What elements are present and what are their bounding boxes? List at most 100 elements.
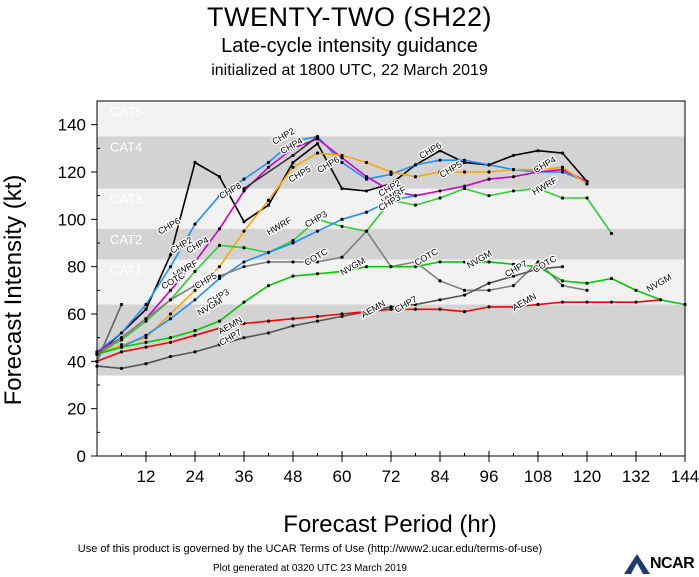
- data-point: [217, 276, 222, 281]
- y-tick-label: 60: [67, 305, 86, 324]
- data-point: [266, 331, 271, 335]
- data-point: [95, 359, 99, 363]
- data-point: [242, 265, 246, 269]
- data-point: [462, 186, 467, 191]
- data-point: [462, 160, 467, 165]
- data-point: [364, 160, 369, 165]
- data-point: [119, 345, 124, 349]
- data-point: [658, 298, 663, 302]
- data-point: [340, 314, 344, 318]
- data-point: [536, 265, 540, 269]
- chart-title: TWENTY-TWO (SH22): [207, 2, 492, 32]
- data-point: [683, 302, 687, 307]
- data-point: [95, 364, 99, 368]
- data-point: [291, 153, 295, 158]
- data-point: [144, 333, 148, 337]
- data-point: [217, 274, 222, 278]
- data-point: [462, 260, 467, 264]
- series-line: [96, 304, 123, 362]
- data-point: [487, 281, 491, 285]
- data-point: [217, 319, 222, 323]
- data-point: [291, 274, 295, 278]
- y-tick-label: 100: [58, 210, 86, 229]
- data-point: [560, 151, 565, 155]
- data-point: [217, 265, 222, 269]
- data-point: [389, 170, 393, 174]
- data-point: [340, 156, 344, 160]
- series-line: [96, 194, 416, 355]
- data-point: [119, 302, 124, 307]
- data-point: [413, 260, 418, 264]
- data-point: [242, 260, 246, 264]
- data-point: [168, 312, 173, 316]
- data-point: [340, 160, 344, 165]
- category-band: [97, 101, 685, 137]
- generation-time: Plot generated at 0320 UTC 23 March 2019: [212, 563, 407, 574]
- data-point: [168, 253, 173, 257]
- data-point: [560, 300, 565, 304]
- data-point: [266, 284, 271, 288]
- data-point: [511, 284, 516, 288]
- data-point: [364, 210, 369, 214]
- data-point: [291, 260, 295, 264]
- series-line: [96, 299, 661, 363]
- data-point: [266, 250, 271, 255]
- data-point: [413, 163, 418, 167]
- data-point: [560, 170, 565, 174]
- data-point: [315, 142, 320, 146]
- data-point: [291, 317, 295, 321]
- data-point: [340, 186, 344, 191]
- terms-of-use-notice: Use of this product is governed by the U…: [77, 543, 543, 555]
- data-point: [462, 310, 467, 314]
- data-point: [119, 343, 124, 347]
- data-point: [511, 175, 516, 179]
- data-point: [242, 321, 246, 326]
- y-tick-label: 40: [67, 352, 86, 371]
- data-point: [560, 279, 565, 283]
- data-point: [364, 175, 369, 179]
- data-point: [168, 317, 173, 321]
- data-point: [560, 168, 565, 172]
- data-point: [291, 160, 295, 165]
- data-point: [119, 336, 124, 340]
- data-point: [242, 186, 246, 191]
- data-point: [242, 177, 246, 181]
- data-point: [609, 276, 614, 281]
- data-point: [511, 189, 516, 193]
- data-point: [266, 160, 271, 165]
- data-point: [266, 198, 271, 202]
- data-point: [438, 307, 442, 311]
- data-point: [217, 175, 222, 179]
- data-point: [413, 175, 418, 179]
- data-point: [462, 293, 467, 297]
- x-tick-label: 144: [671, 467, 699, 486]
- data-point: [193, 333, 197, 337]
- data-point: [413, 194, 418, 198]
- data-point: [438, 279, 442, 283]
- data-point: [315, 260, 320, 264]
- data-point: [413, 203, 418, 207]
- data-point: [315, 272, 320, 276]
- data-point: [242, 300, 246, 304]
- data-point: [364, 189, 369, 193]
- data-point: [438, 189, 442, 193]
- data-point: [193, 298, 197, 302]
- data-point: [315, 314, 320, 318]
- data-point: [389, 189, 393, 193]
- data-point: [438, 260, 442, 264]
- data-point: [193, 260, 197, 264]
- series-line: [96, 187, 613, 355]
- data-point: [536, 170, 540, 174]
- data-point: [389, 305, 393, 309]
- data-point: [364, 265, 369, 269]
- x-tick-label: 12: [137, 467, 156, 486]
- x-tick-label: 48: [284, 467, 303, 486]
- data-point: [340, 224, 344, 229]
- data-point: [217, 343, 222, 347]
- category-band: [97, 228, 685, 260]
- x-tick-label: 96: [480, 467, 499, 486]
- data-point: [291, 146, 295, 150]
- data-point: [119, 338, 124, 342]
- x-tick-label: 36: [235, 467, 254, 486]
